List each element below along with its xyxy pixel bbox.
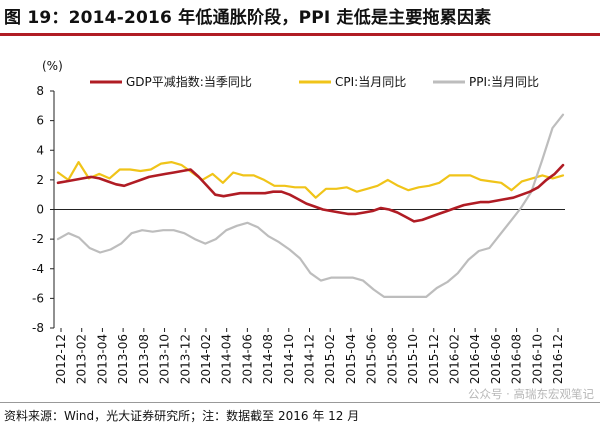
source-note: 资料来源：Wind，光大证券研究所；注：数据截至 2016 年 12 月 [4,409,360,423]
x-tick-label: 2014-08 [261,334,275,384]
y-tick-label: 6 [36,114,44,128]
x-tick-label: 2016-12 [551,334,565,384]
legend-label-cpi: CPI:当月同比 [335,75,406,89]
x-tick-label: 2015-04 [344,334,358,384]
legend: GDP平减指数:当季同比 CPI:当月同比 PPI:当月同比 [90,74,539,89]
x-tick-label: 2013-06 [116,334,130,384]
x-tick-label: 2015-06 [365,334,379,384]
y-tick-label: -2 [32,232,44,246]
x-tick-label: 2013-04 [95,334,109,384]
x-tick-label: 2014-04 [220,334,234,384]
y-tick-label: 0 [36,203,44,217]
x-tick-label: 2012-12 [54,334,68,384]
x-tick-label: 2015-12 [427,334,441,384]
x-tick-label: 2016-08 [510,334,524,384]
x-tick-label: 2016-02 [447,334,461,384]
x-tick-label: 2014-06 [240,334,254,384]
x-tick-label: 2016-06 [489,334,503,384]
y-tick-label: 8 [36,84,44,98]
footer-divider [0,402,600,403]
x-tick-label: 2016-04 [468,334,482,384]
x-tick-label: 2013-08 [137,334,151,384]
series-line-gdp-deflator [56,163,565,223]
x-tick-label: 2014-02 [199,334,213,384]
series-line-cpi [56,160,565,199]
y-tick-label: -8 [32,321,44,335]
title-underline [0,33,600,36]
y-tick-label: 2 [36,173,44,187]
line-chart: (%) GDP平减指数:当季同比 CPI:当月同比 PPI:当月同比 86420… [32,59,565,384]
x-tick-label: 2015-08 [385,334,399,384]
legend-label-gdp: GDP平减指数:当季同比 [126,74,252,89]
series-lines [56,113,565,298]
series-line-ppi [56,113,565,298]
y-axis-unit-label: (%) [42,59,63,73]
legend-label-ppi: PPI:当月同比 [469,75,539,89]
x-tick-label: 2015-02 [323,334,337,384]
y-tick-label: 4 [36,143,44,157]
x-tick-label: 2013-10 [158,334,172,384]
x-tick-label: 2016-10 [530,334,544,384]
axes: 8 6 4 2 0 -2 -4 -6 -8 2012-12 2013-02 2013-04 2013-0… [32,84,565,384]
y-tick-label: -4 [32,262,44,276]
x-tick-label: 2014-10 [282,334,296,384]
x-tick-label: 2015-10 [406,334,420,384]
y-tick-label: -6 [32,291,44,305]
chart-title: 图 19：2014-2016 年低通胀阶段，PPI 走低是主要拖累因素 [4,8,492,28]
x-tick-label: 2013-12 [178,334,192,384]
watermark: 公众号 · 高瑞东宏观笔记 [468,387,594,401]
x-tick-label: 2014-12 [303,334,317,384]
x-tick-label: 2013-02 [75,334,89,384]
